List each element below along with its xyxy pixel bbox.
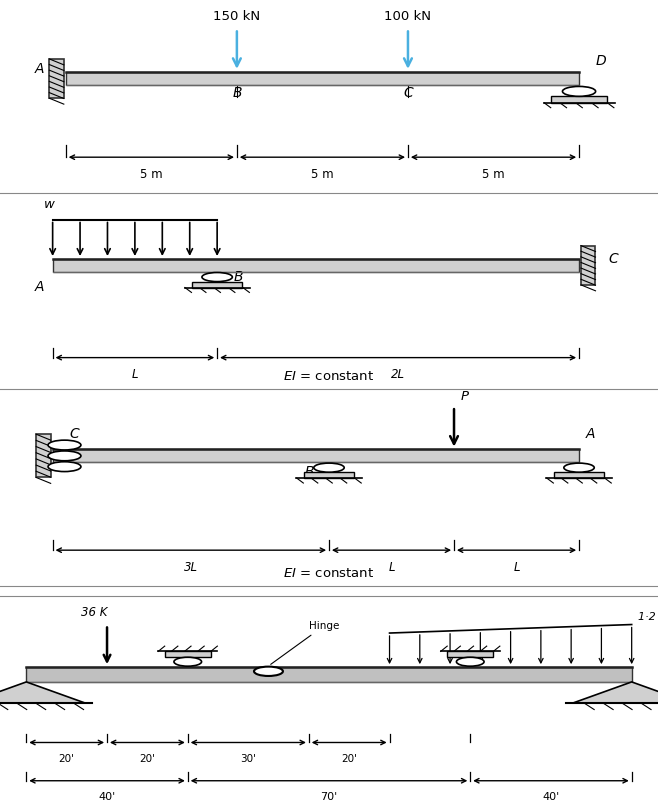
Text: P: P [461,391,468,403]
Circle shape [174,658,201,666]
Bar [36,434,51,477]
Circle shape [48,440,81,450]
Text: 5 m: 5 m [311,168,334,181]
Text: Hinge: Hinge [270,621,339,664]
Circle shape [457,658,484,666]
Text: w: w [44,198,55,211]
Bar [26,667,632,682]
Bar [66,71,579,86]
Text: B: B [234,270,243,285]
Bar [164,651,211,658]
Text: 30': 30' [240,754,256,764]
Bar [49,59,64,99]
Circle shape [202,273,232,282]
Text: $EI$ = constant: $EI$ = constant [284,371,374,383]
Text: L: L [132,368,138,382]
Text: 5 m: 5 m [482,168,505,181]
Bar [551,96,607,103]
Circle shape [564,463,594,472]
Text: D: D [595,54,606,68]
Text: 5 m: 5 m [140,168,163,181]
Text: 20': 20' [139,754,155,764]
Text: 70': 70' [320,792,338,802]
Text: 20': 20' [342,754,357,764]
Text: 3L: 3L [184,561,198,574]
Text: B: B [232,87,241,100]
Bar [53,259,579,272]
Text: 20': 20' [59,754,74,764]
Circle shape [254,666,283,676]
Text: A: A [586,427,595,441]
Circle shape [563,87,595,96]
Text: 2L: 2L [391,368,405,382]
Text: C: C [69,427,79,441]
Bar [192,282,242,288]
Bar [447,651,494,658]
Text: C: C [403,87,413,100]
Text: $EI$ = constant: $EI$ = constant [284,567,374,580]
Text: 40': 40' [99,792,116,802]
Circle shape [48,451,81,461]
Bar [304,472,354,478]
Text: 36 K: 36 K [81,606,107,619]
Circle shape [314,463,344,472]
Text: 40': 40' [542,792,559,802]
Text: A: A [35,280,44,294]
Text: A: A [35,62,44,75]
Circle shape [48,462,81,472]
Text: B: B [305,465,314,479]
Bar [554,472,604,478]
Bar [581,245,595,285]
Text: 100 kN: 100 kN [384,10,432,22]
Polygon shape [0,682,86,703]
Text: 150 kN: 150 kN [213,10,261,22]
Text: L: L [513,561,520,574]
Text: C: C [609,253,619,266]
Polygon shape [572,682,658,703]
Bar [53,449,579,462]
Text: L: L [388,561,395,574]
Text: 1·2 k/ft: 1·2 k/ft [638,612,658,622]
